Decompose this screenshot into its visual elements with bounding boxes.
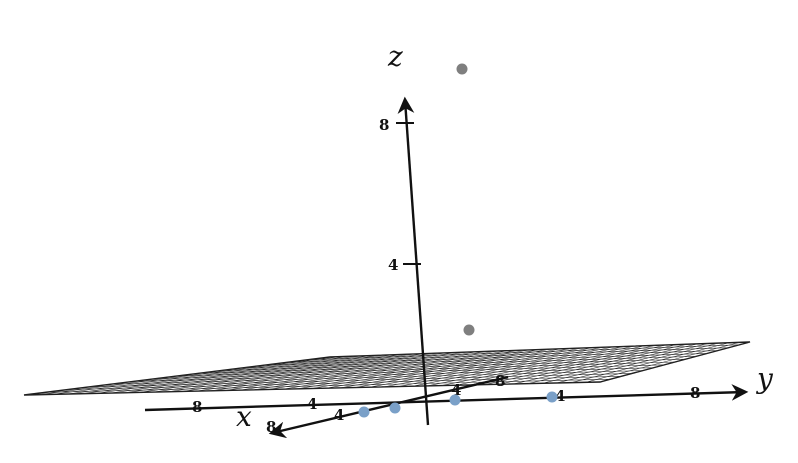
y-tick-label-neg4: 4 (307, 395, 317, 413)
plane-mesh-line (455, 345, 646, 386)
plane (23, 341, 751, 396)
plane-mesh-line (427, 346, 625, 387)
x-tick-label-8: 8 (266, 418, 276, 436)
y-tick-label-8: 8 (690, 384, 700, 402)
gray-point (456, 63, 468, 75)
gray-points (456, 63, 475, 336)
plane-mesh-line (311, 349, 541, 389)
plane-mesh-line (499, 344, 677, 385)
gray-point (463, 324, 475, 336)
x-axis-line (268, 375, 509, 439)
x-axis-name: x (236, 400, 252, 433)
blue-point (389, 402, 401, 414)
plane-mesh-line (38, 356, 341, 395)
y-axis-name: y (755, 362, 774, 395)
plane-mesh-line (153, 353, 425, 393)
x-tick-label-neg8: 8 (495, 372, 505, 390)
blue-points (358, 391, 558, 418)
x-tick-label-neg4: 4 (451, 381, 461, 399)
blue-point (449, 394, 461, 406)
plane-mesh-line (95, 354, 383, 394)
z-tick-label-8: 8 (379, 116, 389, 134)
plane-mesh-line (340, 348, 562, 389)
plane-mesh-line (585, 342, 740, 383)
blue-point (358, 406, 370, 418)
plane-mesh-line (239, 351, 488, 391)
y-tick-label-neg8: 8 (192, 398, 202, 416)
plane-mesh-line (599, 341, 751, 383)
plane-mesh-line (182, 352, 446, 392)
plane-mesh-line (398, 346, 604, 387)
z-axis-line (397, 96, 430, 426)
plane-mesh-line (441, 345, 635, 386)
plane-mesh-line (297, 349, 530, 390)
plane-mesh-line (355, 348, 572, 388)
plane-mesh-line (556, 342, 719, 384)
plane-mesh-line (225, 351, 478, 391)
plane-mesh-line (283, 349, 520, 390)
x-tick-label-4: 4 (334, 406, 344, 424)
plane-mesh-line (110, 354, 394, 394)
plane-mesh-line (513, 343, 688, 385)
plane-mesh-line (369, 347, 583, 388)
plane-mesh (23, 341, 751, 396)
plane-mesh-line (52, 355, 352, 395)
plane-mesh-line (196, 352, 457, 392)
z-tick-label-4: 4 (388, 256, 398, 274)
plane-mesh-line (268, 350, 509, 390)
plane-mesh-line (326, 348, 551, 389)
plane-mesh-line (67, 355, 362, 395)
y-tick-label-4: 4 (555, 387, 565, 405)
blue-point (546, 391, 558, 403)
plane-mesh-line (23, 356, 331, 396)
plane-mesh-line (124, 354, 404, 394)
plane-mesh-line (81, 355, 373, 394)
plane-mesh-line (254, 350, 499, 391)
plane-mesh-line (412, 346, 614, 387)
plane-mesh-line (383, 347, 593, 388)
plane-mesh-line (571, 342, 730, 383)
plane-mesh-line (139, 353, 415, 393)
plane-mesh-line (484, 344, 667, 385)
plane-mesh-line (542, 343, 709, 384)
plane-mesh-line (167, 352, 436, 393)
plane-mesh-line (527, 343, 698, 384)
z-axis-name: z (387, 40, 403, 73)
y-axis-line (144, 384, 749, 412)
